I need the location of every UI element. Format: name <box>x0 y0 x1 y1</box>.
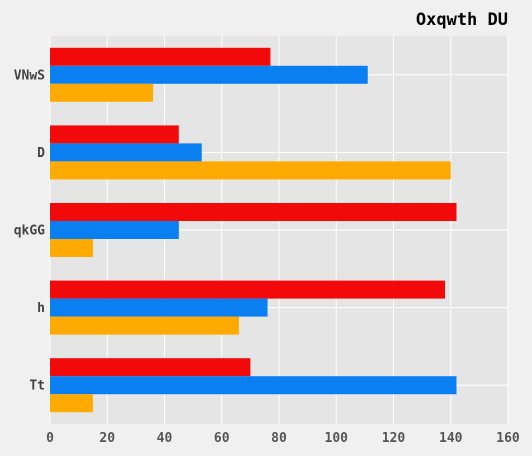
x-tick-label: 120 <box>382 431 406 446</box>
x-tick-label: 20 <box>99 431 115 446</box>
bar-D-series-1 <box>50 125 179 144</box>
bar-qkGG-series-3 <box>50 239 93 257</box>
y-category-label: VNwS <box>14 68 45 83</box>
bar-VNwS-series-2 <box>50 65 368 84</box>
x-tick-label: 40 <box>157 431 173 446</box>
bar-Tt-series-2 <box>50 376 457 395</box>
bar-h-series-2 <box>50 298 268 317</box>
chart-title: Oxqwth DU <box>416 10 508 30</box>
bar-D-series-3 <box>50 161 451 180</box>
y-category-label: D <box>37 146 45 161</box>
bar-VNwS-series-3 <box>50 83 154 102</box>
bar-D-series-2 <box>50 143 202 162</box>
x-tick-label: 160 <box>496 431 520 446</box>
bar-Tt-series-1 <box>50 358 251 377</box>
x-tick-label: 140 <box>439 431 463 446</box>
x-tick-label: 100 <box>325 431 349 446</box>
bar-Tt-series-3 <box>50 394 93 413</box>
x-tick-label: 60 <box>214 431 230 446</box>
bars <box>50 47 457 413</box>
y-category-label: Tt <box>29 379 45 394</box>
bar-qkGG-series-2 <box>50 221 179 239</box>
bar-qkGG-series-1 <box>50 203 457 221</box>
bar-h-series-3 <box>50 316 239 335</box>
x-tick-label: 80 <box>271 431 287 446</box>
x-tick-label: 0 <box>46 431 54 446</box>
y-category-label: h <box>37 301 45 316</box>
bar-VNwS-series-1 <box>50 47 271 66</box>
bar-h-series-1 <box>50 280 446 299</box>
x-axis-ticks: 0 20 40 60 80 100 120 140 160 <box>46 431 520 446</box>
y-category-label: qkGG <box>14 224 45 239</box>
